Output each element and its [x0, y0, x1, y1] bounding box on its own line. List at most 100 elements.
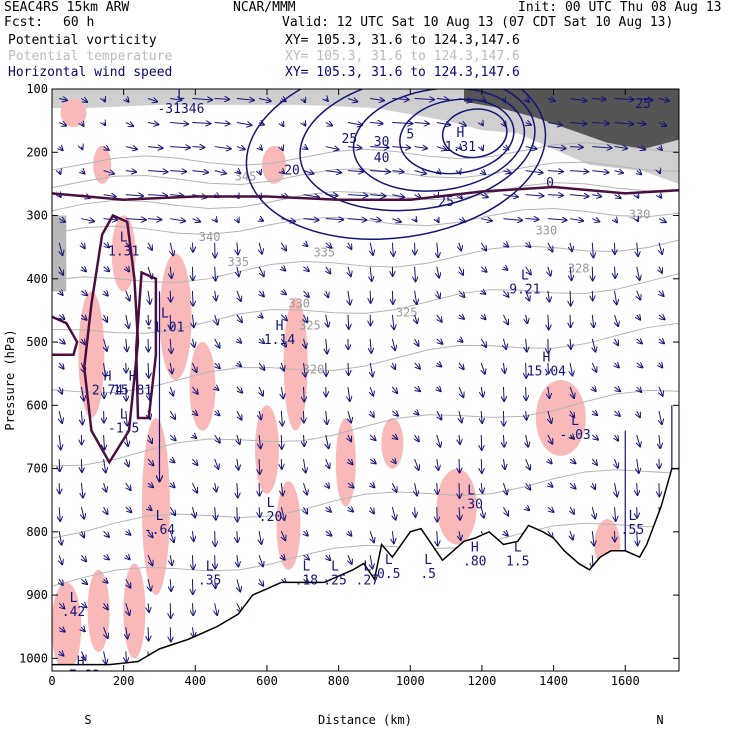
wind-vector — [304, 314, 308, 322]
wind-vector — [259, 171, 261, 175]
wind-vector — [58, 339, 65, 344]
wind-vector — [392, 290, 393, 304]
wind-vector — [548, 386, 550, 398]
wind-vector — [81, 123, 83, 127]
wind-speed-contour — [399, 98, 515, 175]
wind-vector — [392, 98, 408, 99]
wind-vector — [215, 266, 216, 281]
extremum-type: H — [457, 126, 465, 141]
x-tick-label: 600 — [256, 674, 278, 688]
wind-vector — [503, 219, 522, 221]
wind-vector — [304, 243, 308, 246]
wind-vector — [215, 387, 219, 390]
wind-vector — [170, 219, 185, 221]
south-end-label: S — [84, 713, 91, 727]
wind-vector — [615, 458, 618, 468]
wind-vector — [615, 290, 617, 305]
extremum-value: 15.81 — [113, 384, 152, 399]
extremum-value: .55 — [621, 523, 644, 538]
wind-vector — [147, 171, 167, 172]
wind-vector — [414, 362, 420, 369]
wind-vector — [348, 362, 349, 375]
wind-vector — [170, 362, 172, 373]
pv-shade-region — [189, 342, 216, 431]
wind-vector — [481, 195, 488, 198]
wind-vector — [148, 483, 153, 487]
wind-vector — [348, 410, 351, 422]
wind-vector — [458, 290, 464, 297]
wind-speed-contour — [441, 108, 508, 159]
wind-vector — [192, 458, 197, 465]
wind-vector — [503, 362, 504, 373]
wind-vector — [192, 603, 193, 615]
wind-vector — [81, 627, 84, 631]
wind-vector — [170, 195, 183, 196]
wind-vector — [325, 243, 332, 248]
wind-vector — [414, 123, 429, 124]
extremum-type: L — [629, 509, 637, 524]
wind-vector — [592, 531, 594, 545]
wind-vector — [192, 338, 194, 347]
wind-vector — [636, 363, 643, 367]
wind-vector — [503, 243, 508, 247]
wind-vector — [392, 338, 395, 350]
terrain-fill — [52, 468, 679, 671]
wind-vector — [437, 531, 438, 545]
wind-vector — [59, 98, 67, 100]
wind-vector — [215, 290, 216, 301]
wind-vector — [592, 242, 593, 258]
wind-vector — [104, 338, 107, 351]
wind-vector — [548, 483, 553, 487]
wind-vector — [415, 219, 417, 222]
wind-vector — [436, 410, 442, 420]
wind-vector — [548, 434, 552, 444]
wind-vector — [370, 98, 384, 100]
wind-vector — [326, 507, 331, 512]
extremum-value: -1.01 — [145, 320, 184, 335]
wind-vector — [548, 290, 550, 302]
wind-vector — [170, 147, 190, 148]
pv-contour — [52, 315, 79, 356]
wind-vector — [126, 603, 130, 615]
x-tick-label: 400 — [184, 674, 206, 688]
wind-vector — [592, 219, 599, 222]
wind-vector — [303, 195, 319, 197]
wind-vector — [304, 506, 308, 513]
wind-vector — [503, 435, 504, 447]
wind-vector — [81, 267, 86, 272]
wind-vector — [81, 507, 84, 518]
wind-vector — [125, 123, 133, 127]
wind-vector — [215, 219, 217, 222]
wind-vector — [525, 266, 531, 275]
wind-vector — [237, 242, 238, 255]
wind-vector — [503, 267, 507, 270]
wind-vector — [659, 363, 662, 368]
wind-vector — [347, 219, 366, 220]
wind-vector — [392, 219, 401, 222]
pv-shade-region — [254, 405, 279, 494]
wind-vector — [459, 362, 464, 369]
wind-vector — [436, 147, 447, 150]
terrain-line — [52, 467, 679, 666]
extremum-value: .35 — [198, 573, 221, 588]
wind-vector — [458, 386, 463, 397]
wind-vector — [525, 458, 530, 470]
plot-frame — [51, 88, 680, 672]
wind-vector — [481, 507, 484, 518]
wind-vector — [326, 266, 331, 274]
wind-vector — [237, 459, 239, 470]
pv-shade-region — [381, 417, 404, 469]
wind-vector — [548, 314, 549, 330]
wind-vector — [437, 290, 440, 298]
wind-vector — [148, 627, 149, 640]
theta-label: 330 — [629, 208, 651, 222]
wind-vector — [192, 555, 193, 569]
wind-vector — [237, 483, 238, 497]
wind-vector — [259, 459, 260, 474]
wind-vector — [81, 579, 87, 584]
wind-vector — [437, 171, 441, 174]
wind-vector — [615, 411, 620, 416]
wind-vector — [259, 315, 263, 318]
wind-vector — [281, 410, 282, 426]
wind-vector — [192, 386, 197, 394]
